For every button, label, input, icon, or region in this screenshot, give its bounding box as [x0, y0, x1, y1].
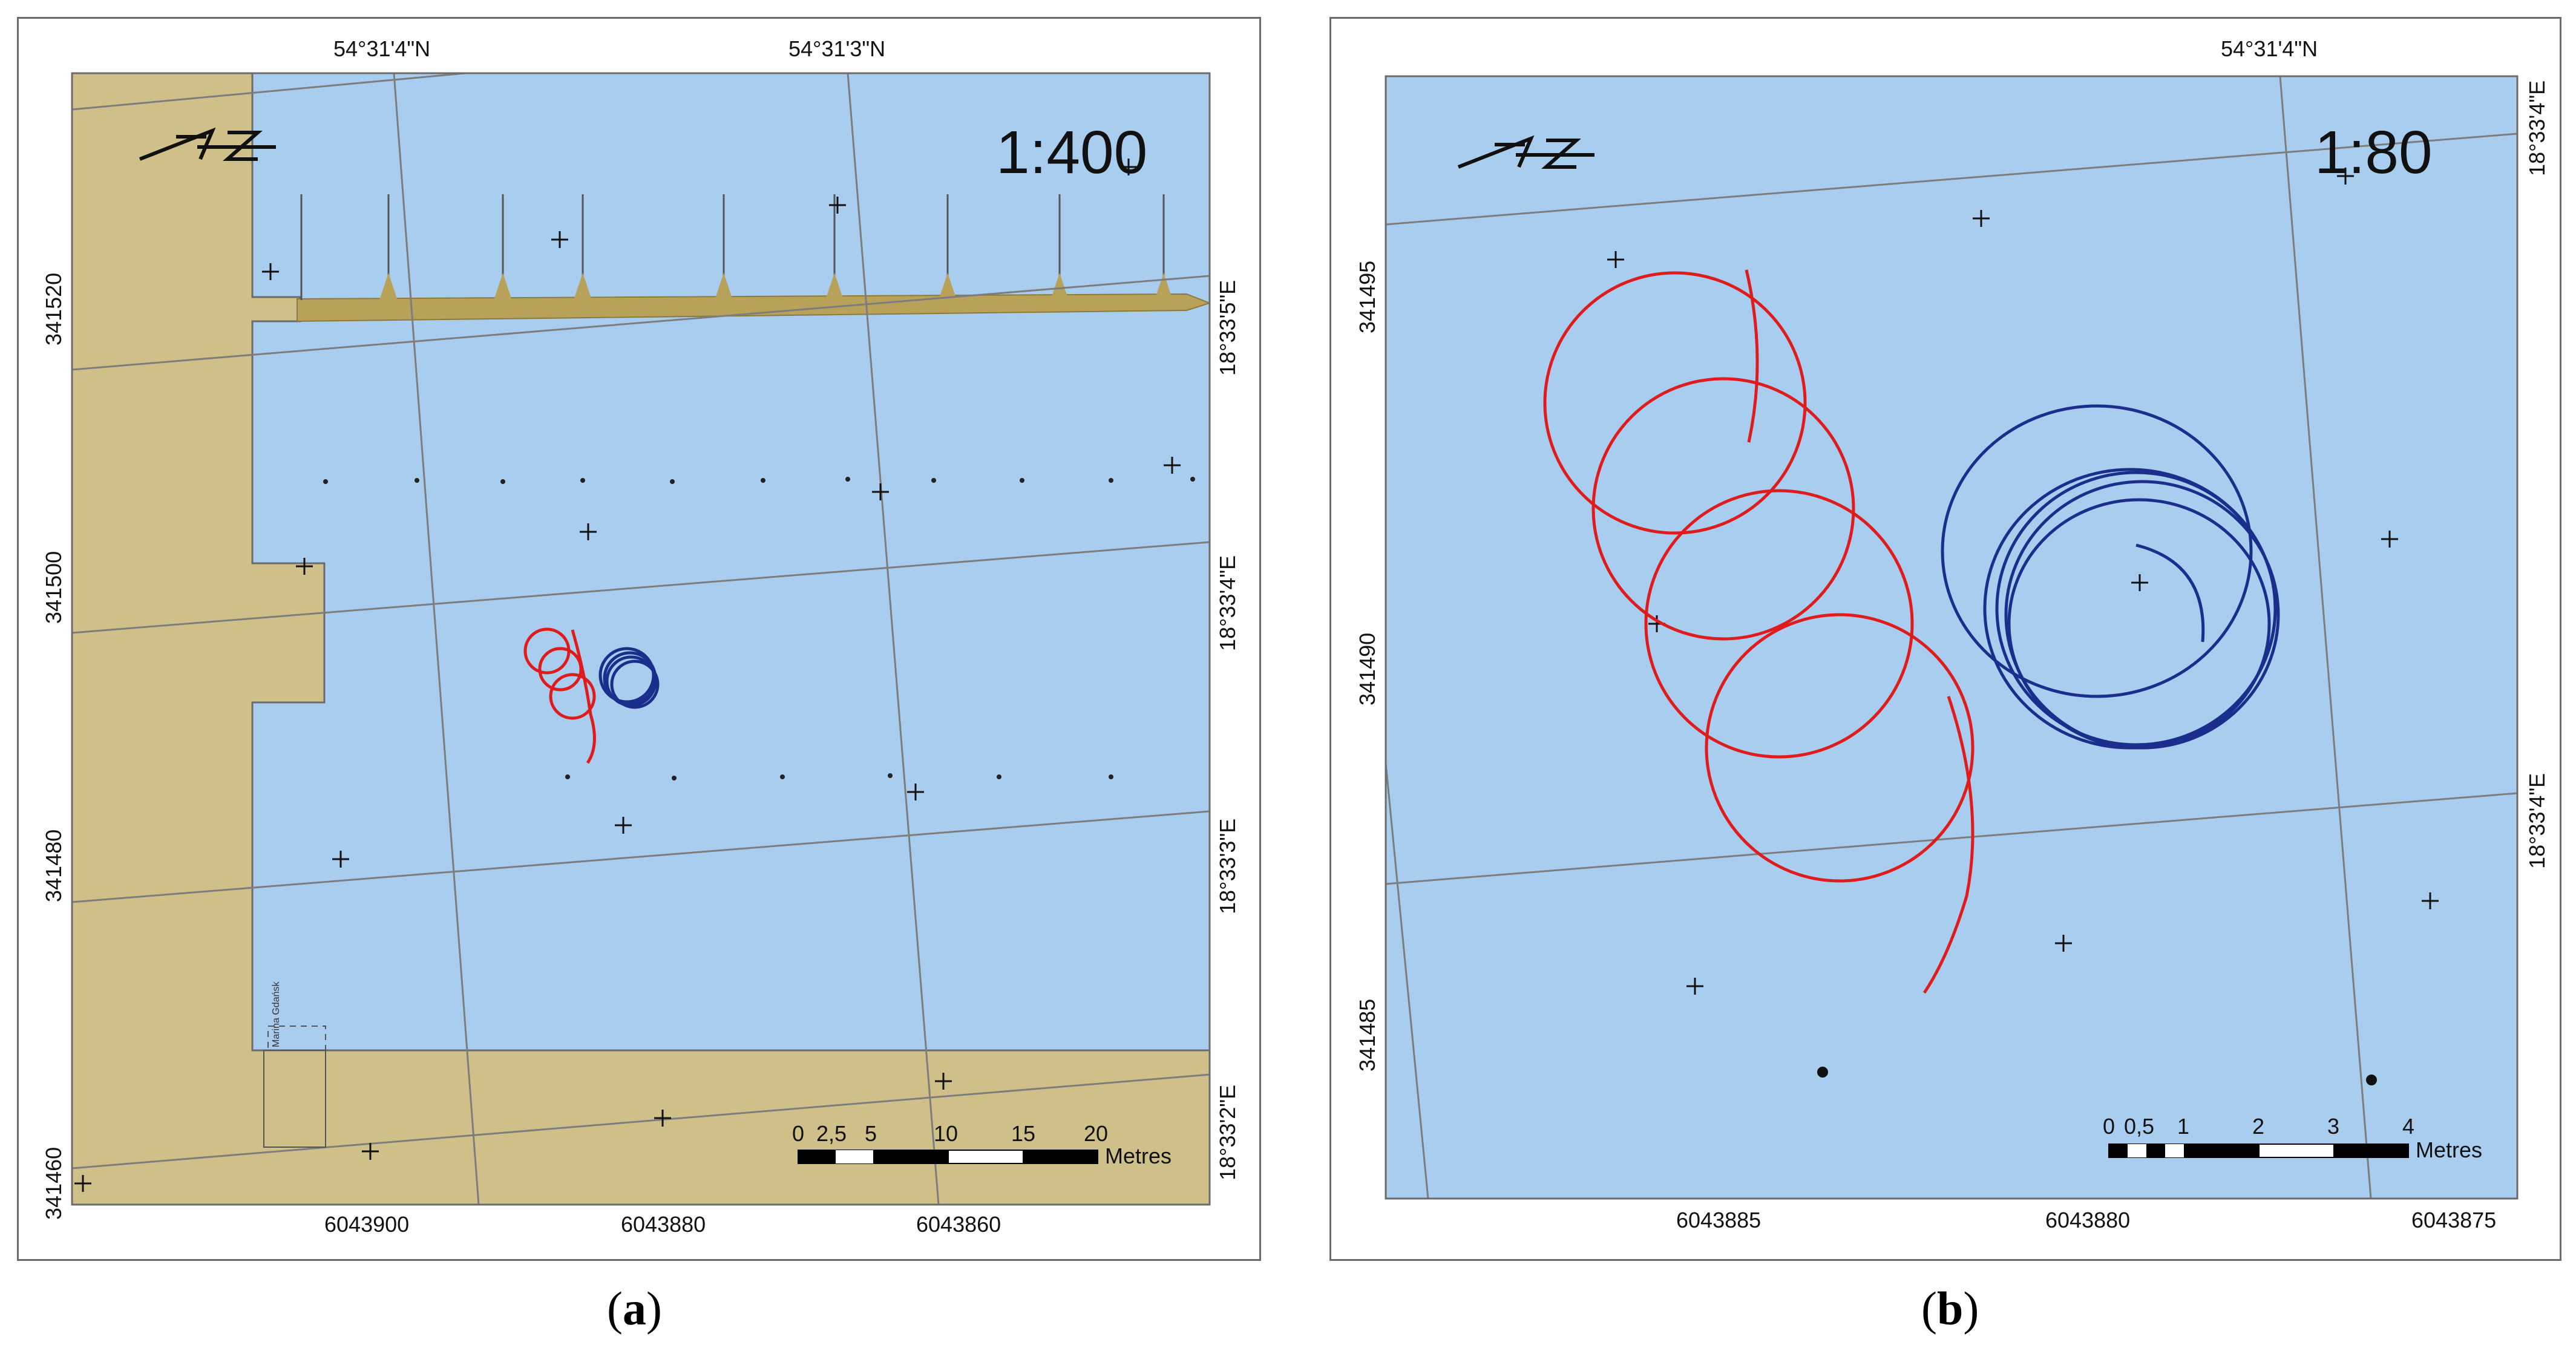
scalebar-tick: 20	[1084, 1121, 1108, 1146]
y-coord-label: 341485	[1355, 999, 1380, 1072]
scale-label-b: 1:80	[2315, 119, 2433, 186]
track-red	[1543, 269, 1975, 994]
grid-lines	[72, 73, 1210, 1205]
dock-note: Marina Gdańsk	[271, 981, 281, 1047]
pier-fingers	[379, 273, 1173, 300]
map-neatline-b	[1385, 75, 2519, 1200]
map-panel-a: Marina Gdańsk 1:400 0 2,5	[17, 17, 1261, 1261]
north-arrow-icon	[139, 127, 276, 161]
scalebar-unit: Metres	[2416, 1137, 2482, 1162]
track-blue	[598, 647, 660, 709]
lon-label: 18°33'4"E	[2525, 80, 2549, 176]
caption-close: )	[1963, 1282, 1979, 1335]
dock-box	[263, 1050, 326, 1148]
lat-label: 54°31'3"N	[788, 36, 885, 61]
scalebar-tick: 1	[2177, 1114, 2189, 1139]
y-coord-label: 341495	[1355, 261, 1380, 333]
grid-lines	[1386, 76, 2517, 1199]
point-markers	[1817, 1067, 2377, 1085]
lon-label: 18°33'5"E	[1215, 280, 1240, 376]
scalebar-tick: 5	[865, 1121, 877, 1146]
lon-label: 18°33'4"E	[1215, 555, 1240, 651]
x-coord-label: 6043885	[1676, 1208, 1761, 1232]
caption-close: )	[646, 1282, 662, 1335]
map-a-canvas: Marina Gdańsk 1:400 0 2,5	[41, 36, 1240, 1237]
scalebar-tick: 2	[2252, 1114, 2264, 1139]
cross-marker-icon	[74, 159, 1181, 1192]
scalebar-tick: 0	[2103, 1114, 2115, 1139]
cross-marker-icon	[1607, 168, 2439, 995]
lon-label: 18°33'4"E	[2525, 773, 2549, 869]
scalebar-tick: 0,5	[2124, 1114, 2154, 1139]
scale-label-a: 1:400	[996, 119, 1147, 186]
y-coord-label: 341500	[41, 551, 66, 624]
lat-label: 54°31'4"N	[333, 36, 430, 61]
x-coord-label: 6043880	[621, 1212, 706, 1237]
land-shore-left	[72, 73, 1210, 1205]
scalebar-tick: 4	[2402, 1114, 2414, 1139]
lon-label: 18°33'2"E	[1215, 1085, 1240, 1180]
scalebar-tick: 2,5	[816, 1121, 847, 1146]
caption-a: (a)	[607, 1281, 662, 1336]
scalebar-unit: Metres	[1105, 1144, 1172, 1168]
x-coord-label: 6043875	[2411, 1208, 2496, 1232]
x-coord-label: 6043900	[324, 1212, 409, 1237]
caption-b: (b)	[1921, 1281, 1979, 1336]
scale-bar-a	[798, 1150, 1098, 1164]
sounding-dots	[323, 477, 1195, 780]
caption-open: (	[607, 1282, 623, 1335]
y-coord-label: 341480	[41, 829, 66, 902]
x-coord-label: 6043860	[916, 1212, 1001, 1237]
scalebar-tick: 0	[792, 1121, 804, 1146]
caption-letter: b	[1936, 1282, 1964, 1335]
lat-label: 54°31'4"N	[2221, 36, 2318, 61]
track-red	[523, 627, 596, 764]
scale-bar-b	[2108, 1144, 2409, 1158]
y-coord-label: 341490	[1355, 633, 1380, 705]
caption-letter: a	[622, 1282, 646, 1335]
scalebar-tick: 10	[934, 1121, 958, 1146]
track-blue	[1941, 404, 2280, 750]
map-panel-b: 1:80 0 0,5 1 2 3	[1329, 17, 2561, 1261]
scalebar-tick: 15	[1011, 1121, 1035, 1146]
map-neatline-a	[71, 72, 1211, 1206]
north-arrow-icon	[1457, 135, 1594, 169]
caption-open: (	[1921, 1282, 1937, 1335]
y-coord-label: 341520	[41, 273, 66, 345]
scalebar-tick: 3	[2327, 1114, 2339, 1139]
lon-label: 18°33'3"E	[1215, 819, 1240, 914]
y-coord-label: 341460	[41, 1147, 66, 1220]
water-area	[1386, 76, 2517, 1199]
pier	[297, 293, 1210, 322]
x-coord-label: 6043880	[2045, 1208, 2130, 1232]
map-b-canvas: 1:80 0 0,5 1 2 3	[1355, 36, 2549, 1232]
